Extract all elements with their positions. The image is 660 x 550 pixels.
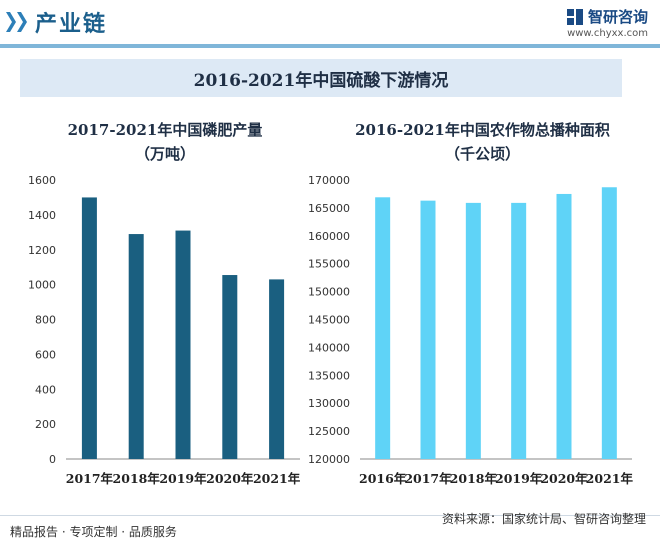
chart2-category-label: 2019年 bbox=[495, 471, 543, 486]
header: 产业链 智研咨询 www.chyxx.com bbox=[0, 0, 660, 44]
chart1-bar bbox=[175, 230, 191, 459]
chart1-title: 2017-2021年中国磷肥产量 bbox=[67, 121, 263, 139]
chart2-ytick-label: 140000 bbox=[308, 341, 350, 354]
main-title: 2016-2021年中国硫酸下游情况 bbox=[193, 70, 449, 91]
logo: 智研咨询 www.chyxx.com bbox=[566, 6, 648, 39]
chart2-ytick-label: 125000 bbox=[308, 425, 350, 438]
chart1-ytick-label: 1400 bbox=[28, 209, 56, 222]
header-divider bbox=[0, 44, 660, 48]
chart1-category-label: 2020年 bbox=[206, 471, 254, 486]
chart1-bar bbox=[269, 279, 285, 459]
chart2-category-label: 2018年 bbox=[450, 471, 498, 486]
chart2-ytick-label: 155000 bbox=[308, 258, 350, 271]
logo-url: www.chyxx.com bbox=[567, 28, 648, 39]
chart1-subtitle: （万吨） bbox=[134, 145, 195, 163]
chart2-bar bbox=[465, 202, 481, 459]
chart1-bar bbox=[222, 275, 238, 459]
chart2-bar bbox=[375, 197, 391, 459]
footer-divider bbox=[0, 515, 660, 516]
chart2-title: 2016-2021年中国农作物总播种面积 bbox=[355, 121, 610, 139]
chart1-ytick-label: 0 bbox=[49, 453, 56, 466]
chart2-ytick-label: 170000 bbox=[308, 174, 350, 187]
chart1-ytick-label: 1600 bbox=[28, 174, 56, 187]
chart1-bar bbox=[81, 197, 97, 459]
chart2-ytick-label: 120000 bbox=[308, 453, 350, 466]
chart2-subtitle: （千公顷） bbox=[444, 145, 520, 163]
chart1-ytick-label: 1000 bbox=[28, 279, 56, 292]
chart1-ytick-label: 600 bbox=[35, 348, 56, 361]
chart2-category-label: 2021年 bbox=[586, 471, 634, 486]
footer-tagline: 精品报告 · 专项定制 · 品质服务 bbox=[10, 525, 177, 539]
logo-mark-icon bbox=[566, 8, 583, 25]
chevron-right-icon bbox=[17, 12, 27, 32]
chart2-ytick-label: 130000 bbox=[308, 397, 350, 410]
chart2-ytick-label: 135000 bbox=[308, 369, 350, 382]
chart2-title-block: 2016-2021年中国农作物总播种面积 （千公顷） bbox=[315, 118, 650, 166]
chart2-category-label: 2017年 bbox=[404, 471, 452, 486]
chart1-ytick-label: 1200 bbox=[28, 244, 56, 257]
chart1-category-label: 2021年 bbox=[253, 471, 301, 486]
main-title-bar: 2016-2021年中国硫酸下游情况 bbox=[20, 59, 622, 97]
chart2-bar bbox=[511, 202, 527, 459]
chart2-ytick-label: 165000 bbox=[308, 202, 350, 215]
chart1-category-label: 2018年 bbox=[113, 471, 161, 486]
footer-source: 资料来源：国家统计局、智研咨询整理 bbox=[441, 512, 646, 526]
chart2-ytick-label: 145000 bbox=[308, 314, 350, 327]
chart2-ytick-label: 160000 bbox=[308, 230, 350, 243]
header-left: 产业链 bbox=[0, 0, 107, 44]
chart1-ytick-label: 200 bbox=[35, 418, 56, 431]
chart1-title-block: 2017-2021年中国磷肥产量 （万吨） bbox=[20, 118, 310, 166]
crop-sown-area-chart: 120000 125000 130000 135000 140000 145000 1500… bbox=[308, 174, 634, 486]
chart2-category-label: 2020年 bbox=[540, 471, 588, 486]
chevron-right-icon bbox=[6, 12, 16, 32]
logo-text: 智研咨询 bbox=[587, 8, 648, 26]
header-title: 产业链 bbox=[35, 12, 108, 37]
chart2-bar bbox=[601, 187, 617, 459]
chart1-category-label: 2017年 bbox=[66, 471, 114, 486]
chart1-ytick-label: 800 bbox=[35, 314, 56, 327]
chart2-bar bbox=[420, 200, 436, 459]
chart1-category-label: 2019年 bbox=[159, 471, 207, 486]
chart2-bar bbox=[556, 193, 572, 459]
chart1-ytick-label: 400 bbox=[35, 383, 56, 396]
chart2-ytick-label: 150000 bbox=[308, 286, 350, 299]
chart1-bar bbox=[128, 234, 144, 459]
chart2-category-label: 2016年 bbox=[359, 471, 407, 486]
